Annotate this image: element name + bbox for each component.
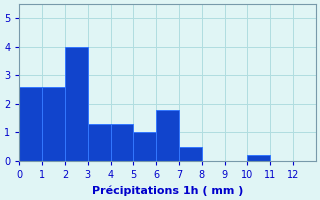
Bar <box>88 124 111 161</box>
Bar <box>42 87 65 161</box>
Bar <box>156 110 179 161</box>
Bar <box>179 147 202 161</box>
Bar <box>247 155 270 161</box>
Bar <box>111 124 133 161</box>
Bar <box>20 87 42 161</box>
Bar <box>65 47 88 161</box>
X-axis label: Précipitations 1h ( mm ): Précipitations 1h ( mm ) <box>92 185 243 196</box>
Bar <box>133 132 156 161</box>
